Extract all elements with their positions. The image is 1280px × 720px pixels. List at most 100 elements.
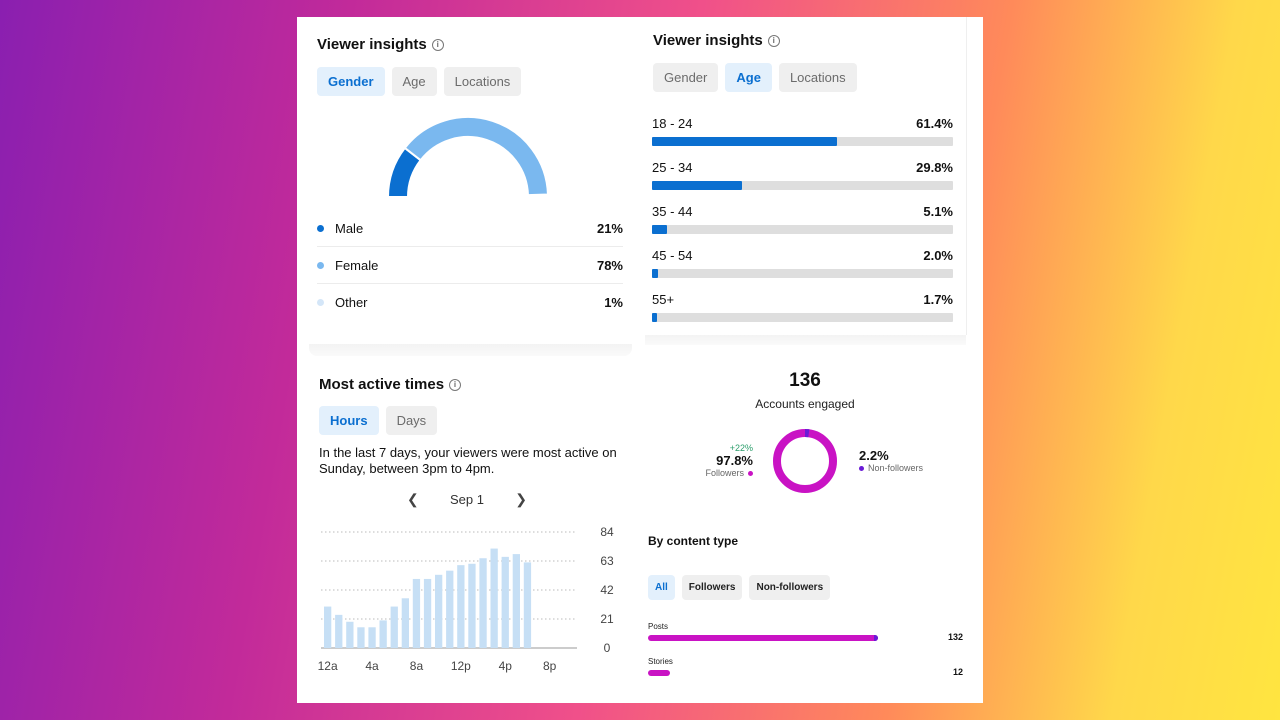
y-tick-label: 84 — [600, 525, 614, 539]
date-navigator: ❮ Sep 1 ❯ — [407, 491, 527, 508]
non-followers-legend: Non-followers — [859, 463, 923, 473]
bar-2p[interactable] — [479, 558, 487, 648]
info-icon[interactable]: i — [449, 378, 462, 391]
followers-summary: +22% 97.8% Followers — [677, 443, 753, 478]
non-followers-pct: 2.2% — [859, 448, 889, 463]
tab-non-followers[interactable]: Non-followers — [749, 575, 831, 600]
other-dot — [317, 299, 324, 306]
insights-canvas: Viewer insights i Gender Age Locations M… — [297, 17, 983, 703]
x-tick-label: 12a — [318, 659, 338, 673]
bar-8a[interactable] — [412, 578, 421, 648]
bar-9a[interactable] — [423, 578, 432, 648]
age-card-title: Viewer insights i — [653, 32, 780, 49]
bar-11a[interactable] — [446, 570, 454, 648]
age-row-label: 18 - 24 61.4% — [652, 116, 953, 131]
followers-label: Followers — [705, 468, 744, 478]
bar-12p[interactable] — [457, 565, 465, 648]
info-icon[interactable]: i — [767, 34, 780, 47]
age-row: 35 - 44 5.1% — [652, 204, 953, 234]
age-pct: 5.1% — [923, 204, 953, 219]
age-pct: 1.7% — [923, 292, 953, 307]
posts-bar — [648, 635, 878, 641]
legend-label: Other — [335, 295, 368, 310]
bar-5p[interactable] — [512, 554, 520, 648]
age-row-label: 35 - 44 5.1% — [652, 204, 953, 219]
age-card-title-text: Viewer insights — [653, 32, 763, 49]
content-label-stories: Stories — [648, 657, 673, 666]
bar-12a[interactable] — [324, 606, 332, 648]
x-tick-label: 8a — [410, 659, 424, 673]
y-tick-label: 21 — [600, 612, 614, 626]
bar-3a[interactable] — [357, 627, 365, 648]
bar-2a[interactable] — [346, 621, 354, 648]
chevron-left-icon[interactable]: ❮ — [407, 491, 419, 507]
followers-change: +22% — [729, 443, 753, 453]
legend-value: 21% — [596, 220, 623, 236]
active-times-title-text: Most active times — [319, 376, 445, 393]
tab-days[interactable]: Days — [385, 406, 438, 435]
bar-10a[interactable] — [435, 574, 443, 648]
tab-age[interactable]: Age — [725, 63, 772, 92]
legend-label: Female — [335, 257, 379, 273]
tab-gender[interactable]: Gender — [317, 67, 385, 96]
tab-locations[interactable]: Locations — [443, 67, 522, 96]
content-type-tabs: All Followers Non-followers — [648, 575, 831, 600]
tab-gender[interactable]: Gender — [653, 63, 719, 92]
non-followers-label: Non-followers — [868, 463, 924, 473]
followers-legend: Followers — [677, 468, 753, 478]
age-row: 25 - 34 29.8% — [652, 160, 953, 190]
age-row-label: 25 - 34 29.8% — [652, 160, 953, 175]
bar-4p[interactable] — [501, 556, 509, 648]
bar-5a[interactable] — [379, 620, 387, 648]
gender-card-title-text: Viewer insights — [317, 36, 427, 53]
gender-card-title: Viewer insights i — [317, 36, 444, 53]
bar-4a[interactable] — [368, 627, 376, 648]
x-tick-label: 12p — [451, 659, 471, 673]
content-value-posts: 132 — [947, 632, 963, 642]
legend-row-female: Female 78% — [317, 247, 623, 284]
posts-bar-non-followers — [874, 635, 878, 641]
chevron-right-icon[interactable]: ❯ — [515, 491, 527, 507]
bar-6a[interactable] — [390, 606, 398, 648]
age-pct: 2.0% — [923, 248, 953, 263]
bar-7a[interactable] — [401, 598, 409, 648]
tab-age[interactable]: Age — [391, 67, 437, 96]
age-bar-fill — [652, 225, 668, 234]
tab-hours[interactable]: Hours — [319, 406, 379, 435]
non-followers-dot — [859, 465, 864, 471]
legend-value: 1% — [604, 295, 623, 310]
active-times-tabs: Hours Days — [319, 406, 438, 435]
bar-3p[interactable] — [490, 548, 498, 648]
age-pct: 29.8% — [916, 160, 953, 175]
date-label: Sep 1 — [450, 492, 484, 507]
followers-pct: 97.8% — [716, 453, 753, 468]
male-dot — [317, 224, 324, 232]
legend-row-male: Male 21% — [317, 210, 623, 247]
content-label-posts: Posts — [648, 622, 669, 631]
content-value-stories: 12 — [952, 667, 963, 677]
age-row-label: 45 - 54 2.0% — [652, 248, 953, 263]
bar-6p[interactable] — [523, 562, 532, 648]
age-bar-track — [652, 313, 953, 322]
tab-locations[interactable]: Locations — [778, 63, 857, 92]
age-bar-fill — [652, 269, 659, 278]
bar-1p[interactable] — [468, 563, 476, 648]
x-tick-label: 4a — [365, 659, 379, 673]
tab-followers[interactable]: Followers — [681, 575, 743, 600]
content-type-title: By content type — [648, 534, 739, 548]
donut-non-followers — [773, 429, 837, 493]
age-card: Viewer insights i Gender Age Locations 1… — [645, 17, 967, 345]
y-tick-label: 42 — [600, 583, 614, 597]
hours-chart: 84 63 42 21 0 12a 4a 8a 12p 4p 8p — [318, 525, 614, 673]
age-range: 35 - 44 — [652, 204, 693, 219]
bar-1a[interactable] — [335, 614, 343, 648]
age-row: 55+ 1.7% — [652, 292, 953, 322]
legend-row-other: Other 1% — [317, 284, 623, 321]
tab-all[interactable]: All — [648, 575, 675, 600]
age-bar-fill — [652, 313, 658, 322]
info-icon[interactable]: i — [431, 38, 444, 51]
age-bar-track — [652, 137, 953, 146]
age-bar-fill — [652, 137, 837, 146]
accounts-engaged-count: 136 — [789, 370, 821, 391]
age-range: 45 - 54 — [652, 248, 693, 263]
